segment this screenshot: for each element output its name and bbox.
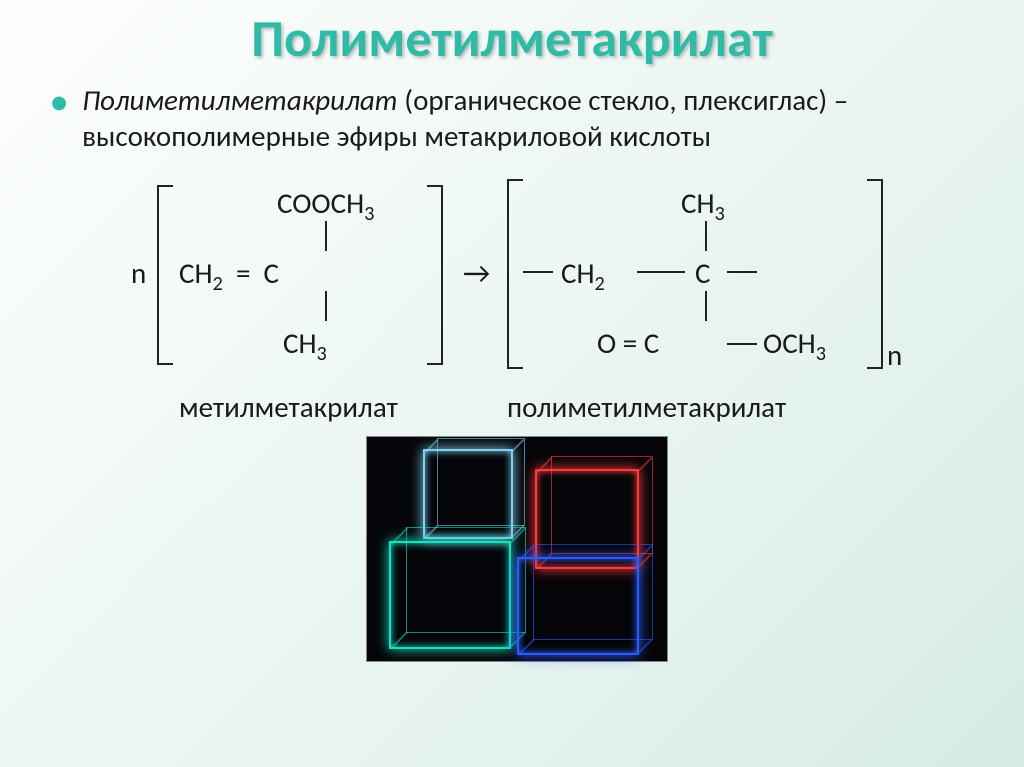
right-top: CH3: [681, 185, 725, 226]
glow-cube: [517, 557, 639, 655]
sub: 3: [816, 341, 826, 365]
bond-icon: [727, 271, 757, 273]
left-top: COOCH3: [277, 185, 374, 226]
sub: 3: [317, 341, 327, 365]
sub: 2: [213, 271, 223, 295]
left-mid: CH2 = C: [179, 255, 279, 296]
glow-cube: [423, 449, 513, 539]
bracket-left-open: [157, 185, 173, 365]
bullet-item: ● Полиметилметакрилат (органическое стек…: [50, 82, 984, 155]
bracket-right-close: [867, 179, 883, 369]
label-left: метилметакрилат: [179, 389, 398, 425]
sub: 3: [715, 201, 725, 225]
txt: CH: [283, 325, 317, 361]
txt: C: [264, 255, 279, 291]
right-bot-a: O = C: [597, 325, 659, 361]
bond-icon: [523, 271, 553, 273]
txt: OCH: [763, 325, 816, 361]
illustration-photo: [367, 437, 667, 661]
arrow-icon: →: [463, 255, 490, 292]
txt: CH: [681, 185, 715, 221]
coef-n: n: [131, 255, 146, 291]
bond-icon: [325, 221, 327, 251]
slide: Полиметилметакрилат ● Полиметилметакрила…: [0, 0, 1024, 767]
glow-cube: [389, 541, 511, 649]
label-right: полиметилметакрилат: [507, 389, 786, 425]
txt: CH: [179, 255, 213, 291]
bond-icon: [637, 271, 685, 273]
slide-body: ● Полиметилметакрилат (органическое стек…: [0, 70, 1024, 661]
bracket-left-close: [427, 185, 443, 365]
bond-icon: [705, 291, 707, 321]
sub: 2: [595, 271, 605, 295]
bullet-icon: ●: [50, 88, 68, 118]
bond-icon: [325, 291, 327, 321]
bond-icon: [705, 221, 707, 251]
txt: CH: [561, 255, 595, 291]
left-bot: CH3: [283, 325, 327, 366]
txt: COOCH: [277, 185, 364, 221]
coef-n-right: n: [887, 337, 902, 373]
bond-icon: [727, 343, 757, 345]
paragraph: Полиметилметакрилат (органическое стекло…: [82, 82, 984, 155]
right-mid-a: CH2: [561, 255, 605, 296]
paragraph-lead: Полиметилметакрилат: [82, 82, 398, 118]
eq: =: [236, 255, 250, 291]
slide-title: Полиметилметакрилат: [0, 0, 1024, 70]
right-mid-b: C: [695, 255, 710, 291]
chemical-formula: n COOCH3 CH2 = C CH3 → CH3: [127, 179, 907, 389]
right-bot-b: OCH3: [763, 325, 826, 366]
bracket-right-open: [507, 179, 523, 369]
sub: 3: [364, 201, 374, 225]
